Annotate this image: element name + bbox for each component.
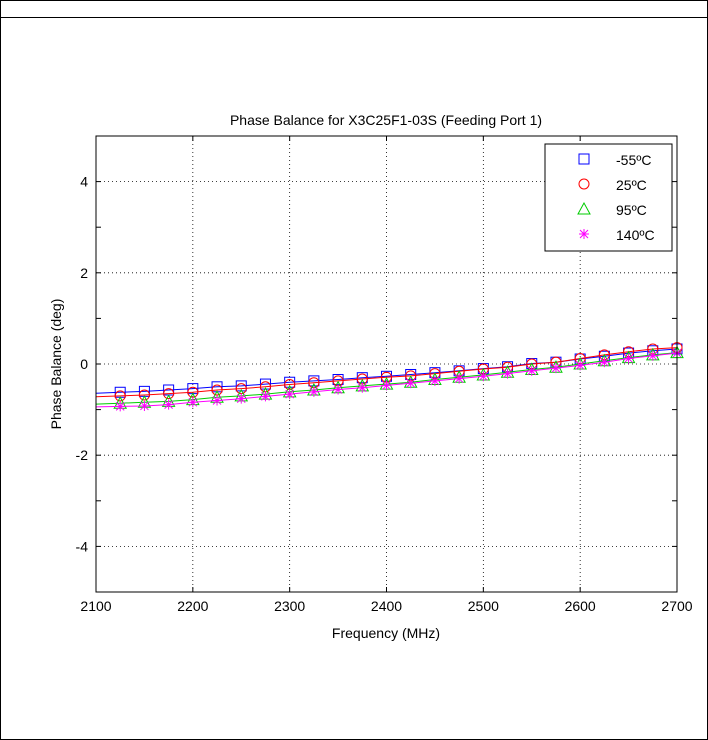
x-tick-label: 2600 bbox=[565, 598, 596, 614]
data-point bbox=[550, 363, 561, 374]
data-point bbox=[599, 357, 610, 368]
x-tick-label: 2300 bbox=[274, 598, 305, 614]
legend-label: 25ºC bbox=[616, 177, 647, 193]
legend-entry-2: 95ºC bbox=[577, 201, 647, 218]
data-point bbox=[647, 350, 658, 361]
data-point bbox=[502, 368, 513, 379]
data-point bbox=[478, 371, 489, 382]
data-point bbox=[381, 380, 392, 391]
data-point bbox=[115, 401, 126, 412]
data-point bbox=[163, 399, 174, 410]
legend: -55ºC 25ºC 95ºC 140ºC bbox=[544, 143, 673, 252]
data-point bbox=[333, 384, 344, 395]
x-tick-label: 2100 bbox=[80, 598, 111, 614]
data-point bbox=[163, 388, 175, 400]
data-point bbox=[211, 384, 223, 396]
y-tick-label: -2 bbox=[76, 447, 89, 463]
data-point bbox=[575, 360, 586, 371]
x-tick-label: 2400 bbox=[371, 598, 402, 614]
y-axis-label: Phase Balance (deg) bbox=[48, 299, 64, 430]
chart-title: Phase Balance for X3C25F1-03S (Feeding P… bbox=[230, 112, 542, 128]
data-point bbox=[284, 389, 295, 400]
legend-marker bbox=[578, 178, 590, 190]
y-tick-label: 4 bbox=[80, 174, 88, 190]
legend-label: 95ºC bbox=[616, 202, 647, 218]
data-point bbox=[260, 391, 271, 402]
y-tick-label: -4 bbox=[76, 538, 89, 554]
data-point bbox=[623, 353, 634, 364]
data-point bbox=[235, 383, 247, 395]
x-tick-label: 2200 bbox=[177, 598, 208, 614]
legend-entry-0: -55ºC bbox=[578, 152, 651, 168]
data-point bbox=[236, 393, 247, 404]
y-tick-label: 0 bbox=[80, 356, 88, 372]
data-point bbox=[114, 390, 126, 402]
x-tick-label: 2700 bbox=[661, 598, 692, 614]
axis-ticks: 2100 2200 2300 2400 2500 2600 2700 -4 -2 0 2 4 bbox=[76, 135, 693, 614]
top-rule bbox=[1, 17, 707, 18]
legend-box bbox=[544, 143, 673, 252]
data-point bbox=[187, 397, 198, 408]
data-point bbox=[357, 382, 368, 393]
data-point bbox=[138, 389, 150, 401]
data-point bbox=[187, 386, 199, 398]
data-point bbox=[429, 375, 440, 386]
legend-entry-1: 25ºC bbox=[578, 177, 647, 193]
data-point bbox=[526, 365, 537, 376]
legend-entry-3: 140ºC bbox=[579, 227, 655, 243]
legend-label: -55ºC bbox=[616, 152, 651, 168]
data-point bbox=[454, 373, 465, 384]
series-group bbox=[95, 342, 684, 412]
data-point bbox=[308, 386, 319, 397]
data-point bbox=[139, 400, 150, 411]
legend-label: 140ºC bbox=[616, 227, 655, 243]
x-axis-label: Frequency (MHz) bbox=[332, 625, 440, 641]
y-tick-label: 2 bbox=[80, 265, 88, 281]
x-tick-label: 2500 bbox=[468, 598, 499, 614]
legend-marker bbox=[578, 153, 590, 165]
data-point bbox=[212, 395, 223, 406]
legend-marker bbox=[579, 229, 589, 239]
legend-marker bbox=[577, 201, 591, 215]
series-3 bbox=[95, 348, 682, 412]
data-point bbox=[405, 378, 416, 389]
